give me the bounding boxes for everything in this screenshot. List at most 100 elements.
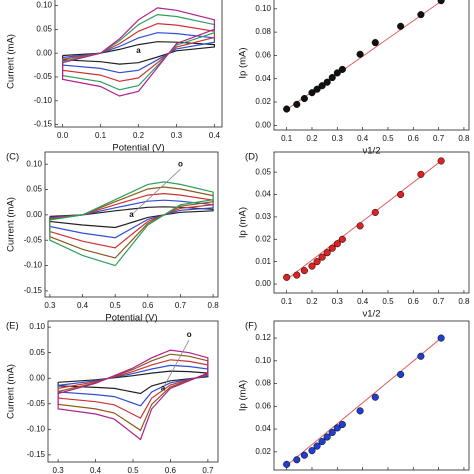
point xyxy=(338,235,346,243)
plot-frame xyxy=(44,151,219,298)
point xyxy=(328,428,336,437)
cv-curve xyxy=(57,359,209,419)
point xyxy=(371,393,379,401)
y-tick-label: 0.08 xyxy=(255,379,271,388)
point xyxy=(333,69,341,77)
x-tick-label: 0.5 xyxy=(382,297,394,306)
point xyxy=(308,89,316,97)
point xyxy=(437,0,445,5)
plot-frame xyxy=(273,151,470,294)
y-tick-label: -0.15 xyxy=(24,286,43,295)
x-tick-label: 0.7 xyxy=(175,301,187,310)
x-tick-label: 0.6 xyxy=(165,466,177,474)
y-tick-label: 0.02 xyxy=(255,447,271,456)
y-axis-label: Current (mA) xyxy=(6,197,17,252)
point xyxy=(356,50,364,58)
x-axis-label: ν1/2 xyxy=(363,146,381,157)
x-tick-label: 0.8 xyxy=(458,134,470,143)
point xyxy=(371,208,379,216)
point xyxy=(417,170,425,178)
x-tick-label: 0.2 xyxy=(306,297,318,306)
x-tick-label: 0.3 xyxy=(332,297,344,306)
x-tick-label: 0.5 xyxy=(110,301,122,310)
y-tick-label: -0.05 xyxy=(34,72,53,81)
annotation: a xyxy=(136,46,141,55)
cv-curve xyxy=(49,199,214,239)
arrow xyxy=(162,339,190,389)
annotation: o xyxy=(178,159,183,168)
y-tick-label: 0.08 xyxy=(255,27,271,36)
panel: 0.10.20.30.40.50.60.70.80.020.040.060.08… xyxy=(238,321,470,471)
x-tick-label: 0.1 xyxy=(281,134,293,143)
x-tick-label: 0.0 xyxy=(57,131,69,140)
point xyxy=(283,460,291,468)
cv-curve xyxy=(57,370,209,395)
point xyxy=(333,240,341,248)
point xyxy=(293,271,301,279)
annotation: a xyxy=(129,210,134,219)
plot-frame xyxy=(54,0,223,128)
point xyxy=(313,258,321,266)
cv-curve xyxy=(49,181,214,267)
x-tick-label: 0.5 xyxy=(382,134,394,143)
point xyxy=(328,74,336,82)
cv-curve xyxy=(57,349,209,441)
x-tick-label: 0.1 xyxy=(281,297,293,306)
point xyxy=(338,420,346,429)
x-tick-label: 0.6 xyxy=(408,134,420,143)
cv-curve xyxy=(62,32,215,74)
point xyxy=(300,267,308,275)
panel: 0.3 0.4 0.5 0.6 0.7 0.10 0.05 0.00 -0.05 -0.10 -0.… xyxy=(6,321,219,474)
point xyxy=(417,11,425,19)
point xyxy=(300,94,308,103)
x-tick-label: 0.6 xyxy=(408,297,420,306)
point xyxy=(397,190,405,199)
point xyxy=(308,447,316,455)
cv-curve xyxy=(49,186,214,259)
panel: 0.0 0.1 0.2 0.3 0.4 0.10 0.05 0.00 -0.05 -0.10 -0.… xyxy=(6,0,223,154)
point xyxy=(437,334,445,342)
x-axis-label: ν1/2 xyxy=(363,309,381,320)
x-tick-label: 0.7 xyxy=(433,134,445,143)
y-tick-label: 0.05 xyxy=(26,185,42,194)
y-tick-label: 0.05 xyxy=(36,24,52,33)
y-tick-label: 0.10 xyxy=(26,159,42,168)
x-tick-label: 0.2 xyxy=(133,131,145,140)
fit-line xyxy=(286,160,442,280)
x-tick-label: 0.4 xyxy=(77,301,89,310)
y-tick-label: -0.10 xyxy=(34,96,53,105)
point xyxy=(283,105,291,113)
x-axis-label: Potential (V) xyxy=(112,143,164,154)
y-tick-label: -0.05 xyxy=(27,399,46,408)
point xyxy=(283,273,291,281)
x-tick-label: 0.5 xyxy=(127,466,139,474)
point xyxy=(356,222,364,230)
x-tick-label: 0.4 xyxy=(209,131,221,140)
y-tick-label: -0.15 xyxy=(34,120,53,129)
x-tick-label: 0.3 xyxy=(332,134,344,143)
x-tick-label: 0.8 xyxy=(458,297,470,306)
panel: 0.3 0.4 0.5 0.6 0.7 0.8 0.10 0.05 0.00 -0.05 -0.10… xyxy=(6,152,220,324)
x-tick-label: 0.7 xyxy=(202,466,214,474)
y-axis-label: Ip (mA) xyxy=(238,380,249,411)
panel: 0.1 0.2 0.3 0.4 0.5 0.6 0.7 0.8 0.00 0.02 0.04 0.06… xyxy=(238,0,470,157)
point xyxy=(323,78,331,86)
y-axis-label: Current (mA) xyxy=(6,364,17,419)
y-tick-label: 0.00 xyxy=(36,48,52,57)
point xyxy=(323,249,331,257)
y-tick-label: -0.05 xyxy=(24,235,43,244)
y-tick-label: 0.01 xyxy=(255,257,271,266)
cv-curve xyxy=(49,192,214,249)
x-tick-label: 0.3 xyxy=(44,301,56,310)
panel-label: (E) xyxy=(6,321,19,332)
x-tick-label: 0.4 xyxy=(357,297,369,306)
y-tick-label: 0.10 xyxy=(255,356,271,365)
panel-label: (F) xyxy=(245,321,257,332)
point xyxy=(328,244,336,252)
y-tick-label: 0.10 xyxy=(36,1,52,10)
x-tick-label: 0.4 xyxy=(90,466,102,474)
point xyxy=(313,442,321,450)
point xyxy=(313,85,321,93)
annotation: a xyxy=(161,384,166,393)
y-tick-label: 0.04 xyxy=(255,424,271,433)
